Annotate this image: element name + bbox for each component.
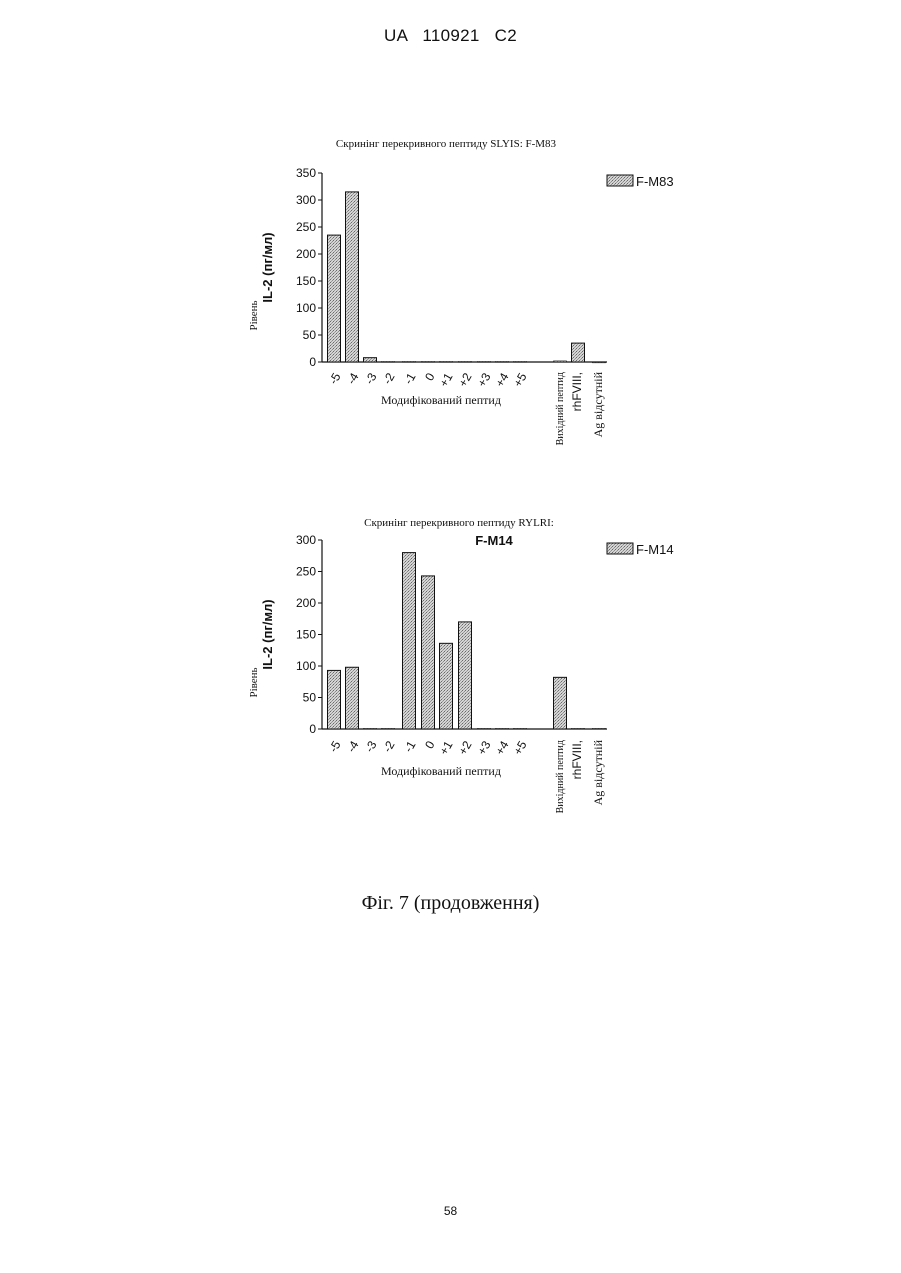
chart2-x-tick-label-8: +2 (456, 738, 475, 757)
chart2-bar-9 (478, 728, 491, 729)
chart2-legend-label: F-M14 (636, 542, 674, 557)
chart1-legend-swatch (607, 175, 633, 186)
chart2-y-tick-label: 300 (296, 533, 316, 547)
chart1-bar-9 (478, 361, 491, 362)
chart1-bar-1 (328, 235, 341, 362)
chart2-x-tick-label-12: Вихідний пептид (555, 740, 566, 813)
chart1-x-tick-label-5: -1 (401, 370, 419, 387)
chart1-bar-12 (554, 361, 567, 362)
chart2-bar-7 (440, 643, 453, 729)
chart1-x-tick-label-7: +1 (437, 370, 456, 389)
chart1-x-tick-label-11: +5 (511, 370, 530, 389)
chart2-y-axis-label: IL-2 (пг/мл) (260, 599, 275, 669)
chart2-bar-12 (554, 677, 567, 729)
chart2-y-tick-label: 0 (309, 722, 316, 736)
chart1-x-tick-label-3: -3 (362, 370, 380, 387)
chart1-x-tick-label-2: -4 (344, 370, 362, 387)
chart2-y-tick-label: 150 (296, 628, 316, 642)
chart1-x-tick-label-9: +3 (475, 370, 494, 389)
chart2-x-tick-label-3: -3 (362, 738, 380, 755)
chart1-bar-5 (403, 361, 416, 362)
chart1-y-tick-label: 250 (296, 220, 316, 234)
chart2-title: Скринінг перекривного пептиду RYLRI: (364, 517, 554, 529)
chart2-x-tick-label-2: -4 (344, 738, 362, 755)
chart1-y-tick-label: 200 (296, 247, 316, 261)
chart2-y-tick-label: 100 (296, 659, 316, 673)
chart1-x-tick-label-13: rhFVIII, (570, 372, 584, 411)
chart2-bar-6 (422, 576, 435, 729)
chart2-bar-4 (382, 728, 395, 729)
chart1-bar-6 (422, 361, 435, 362)
chart1-title: Скринінг перекривного пептиду SLYIS: F-M… (336, 138, 557, 150)
chart2-x-tick-label-5: -1 (401, 738, 419, 755)
chart2-y-tick-label: 50 (303, 691, 317, 705)
chart1-bar-4 (382, 361, 395, 362)
chart2-x-tick-label-11: +5 (511, 738, 530, 757)
chart1-x-tick-label-14: Ag відсутній (591, 371, 605, 437)
chart1-y-tick-label: 350 (296, 166, 316, 180)
chart2-bar-3 (364, 728, 377, 729)
chart1-y-axis-label-prefix: Рівень (248, 300, 260, 330)
chart1-y-tick-label: 100 (296, 301, 316, 315)
chart2-x-axis-label: Модифікований пептид (381, 764, 501, 778)
chart2-y-tick-label: 200 (296, 596, 316, 610)
chart2-x-tick-label-13: rhFVIII, (570, 740, 584, 779)
chart2-bar-5 (403, 553, 416, 729)
chart1-y-tick-label: 300 (296, 193, 316, 207)
chart2-y-tick-label: 250 (296, 565, 316, 579)
page-number: 58 (0, 1204, 901, 1218)
chart1-bar-10 (496, 361, 509, 362)
chart2-x-tick-label-4: -2 (380, 738, 398, 755)
chart2-bar-13 (572, 728, 585, 729)
chart2-x-tick-label-10: +4 (493, 738, 512, 757)
chart1-x-tick-label-6: 0 (422, 370, 438, 383)
chart2-x-tick-label-9: +3 (475, 738, 494, 757)
chart1-y-tick-label: 50 (303, 328, 317, 342)
chart2-x-tick-label-1: -5 (326, 738, 344, 755)
chart1-bar-11 (514, 361, 527, 362)
chart1-y-tick-label: 150 (296, 274, 316, 288)
chart1-x-tick-label-1: -5 (326, 370, 344, 387)
chart1-x-axis-label: Модифікований пептид (381, 393, 501, 407)
chart2-bar-11 (514, 728, 527, 729)
chart2-x-tick-label-6: 0 (422, 738, 438, 751)
chart2-bar-2 (346, 667, 359, 729)
chart2-bar-8 (459, 622, 472, 729)
chart1-x-tick-label-8: +2 (456, 370, 475, 389)
chart1-y-axis-label: IL-2 (пг/мл) (260, 232, 275, 302)
chart2-bar-1 (328, 670, 341, 729)
chart1-x-tick-label-4: -2 (380, 370, 398, 387)
chart1-bar-3 (364, 358, 377, 362)
chart1-bar-14 (593, 362, 606, 363)
chart2-x-tick-label-7: +1 (437, 738, 456, 757)
chart1-bar-2 (346, 192, 359, 362)
chart2-x-tick-label-14: Ag відсутній (591, 739, 605, 805)
chart1-x-tick-label-10: +4 (493, 370, 512, 389)
chart1-bar-7 (440, 361, 453, 362)
chart1-legend-label: F-M83 (636, 174, 674, 189)
chart2-legend-swatch (607, 543, 633, 554)
figure-caption: Фіг. 7 (продовження) (0, 892, 901, 915)
chart1-bar-8 (459, 361, 472, 362)
chart1-x-tick-label-12: Вихідний пептид (555, 372, 566, 445)
chart2-subtitle: F-M14 (475, 533, 513, 548)
chart2-bar-14 (593, 728, 606, 729)
chart2-bar-10 (496, 728, 509, 729)
chart1-y-tick-label: 0 (309, 355, 316, 369)
chart2-y-axis-label-prefix: Рівень (248, 667, 260, 697)
chart1-bar-13 (572, 343, 585, 362)
